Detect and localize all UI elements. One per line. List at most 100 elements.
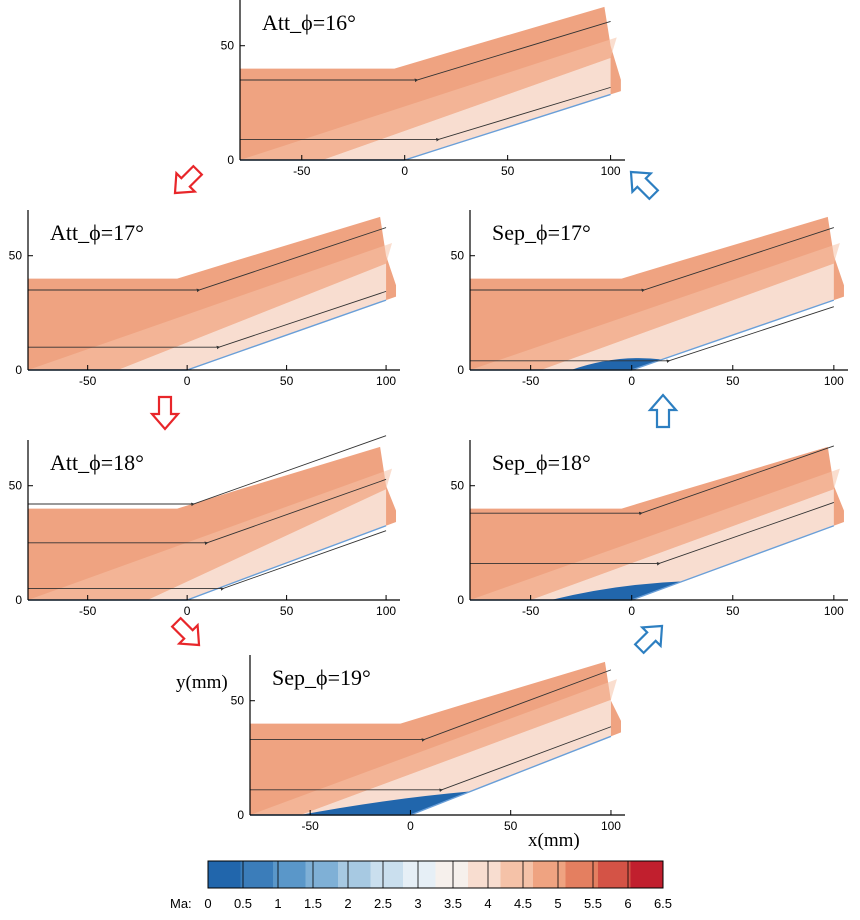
x-tick-label: 100 [824,374,844,388]
colorbar-tick-label: 4.5 [514,896,532,911]
x-tick-label: 50 [726,374,740,388]
y-tick-label: 50 [451,479,465,493]
x-axis-label: x(mm) [528,830,580,851]
panels-layer: -50 0 50 100 0 50 Att_ϕ=16° -50 0 50 100 0 50 Att_ϕ=1… [9,0,848,833]
y-tick-label: 50 [221,39,235,53]
colorbar-swatch [500,861,534,888]
freestream-region [470,446,844,600]
panel-2: -50 0 50 100 0 50 Att_ϕ=17° [9,210,400,388]
colorbar-tick-label: 2.5 [374,896,392,911]
post-shock-region [540,263,834,370]
streamline-1 [250,669,612,742]
transition-arrows [149,164,679,655]
shock-layer [470,468,840,600]
streamline-2 [470,306,834,363]
freestream-region [28,446,397,600]
colorbar-tick-label: 6 [624,896,631,911]
y-tick-label: 50 [451,249,465,263]
freestream-region [240,6,621,160]
colorbar-tick-label: 0 [204,896,211,911]
x-tick-label: 100 [824,604,844,618]
panel-title: Sep_ϕ=17° [492,220,591,245]
panel-1: -50 0 50 100 0 50 Att_ϕ=16° [221,0,625,178]
panel-title: Att_ϕ=18° [50,450,144,475]
colorbar: Ma: 0 0.5 1 1.5 2 2.5 3 3.5 4 4.5 5 5.5 6 6.5 [170,860,672,911]
colorbar-tick-label: 2 [344,896,351,911]
y-tick-label: 0 [15,363,22,377]
y-tick-label: 0 [457,593,464,607]
post-shock-region [147,489,387,600]
y-tick-label: 0 [237,808,244,822]
x-tick-label: -50 [293,164,311,178]
streamline-1 [240,21,611,83]
streamline-1 [470,227,834,293]
x-tick-label: -50 [522,374,540,388]
colorbar-swatch [273,861,306,888]
x-tick-label: 0 [184,374,191,388]
colorbar-frame [207,860,664,889]
colorbar-tick-label: 6.5 [654,896,672,911]
streamline-1 [28,435,387,507]
colorbar-tick-label: 3 [414,896,421,911]
panel-4: -50 0 50 100 0 50 Att_ϕ=18° [9,435,400,618]
transition-arrow [149,395,181,431]
x-tick-label: 0 [184,604,191,618]
transition-arrow [633,624,664,655]
panel-5: -50 0 50 100 0 50 Sep_ϕ=18° [451,440,848,618]
x-tick-label: 50 [280,604,294,618]
post-shock-region [322,57,611,161]
streamline-3 [28,530,387,591]
colorbar-swatch [403,861,436,888]
x-tick-label: -50 [301,819,319,833]
x-tick-label: 0 [401,164,408,178]
separation-bubble [550,581,683,600]
separation-bubble [300,791,471,815]
y-tick-label: 0 [457,363,464,377]
panel-title: Att_ϕ=17° [50,220,144,245]
x-tick-label: 0 [628,374,635,388]
colorbar-swatch [468,861,501,888]
colorbar-swatch [565,861,599,888]
shock-layer [240,37,617,161]
streamline-2 [28,478,387,546]
y-tick-label: 50 [9,249,23,263]
panel-title: Sep_ϕ=18° [492,450,591,475]
streamline-2 [240,86,611,142]
panel-6: -50 0 50 100 0 50 Sep_ϕ=19° [231,655,625,833]
colorbar-swatch [240,861,274,888]
colorbar-tick-label: 5.5 [584,896,602,911]
streamline-2 [250,726,612,793]
panel-title: Att_ϕ=16° [262,10,356,35]
colorbar-swatch [208,861,241,888]
x-tick-label: -50 [522,604,540,618]
transition-arrow [647,393,679,429]
y-tick-label: 50 [9,479,23,493]
colorbar-tick-label: 5 [554,896,561,911]
colorbar-swatch [598,861,631,888]
colorbar-tick-label: 0.5 [234,896,252,911]
x-tick-label: 50 [504,819,518,833]
colorbar-swatch [305,861,339,888]
x-tick-label: 50 [726,604,740,618]
transition-arrow [173,164,204,195]
x-tick-label: 50 [501,164,515,178]
transition-arrow [629,170,660,201]
post-shock-region [117,263,387,370]
freestream-region [250,661,621,815]
colorbar-label: Ma: [170,896,192,911]
x-tick-label: -50 [79,604,97,618]
shock-layer [470,242,840,370]
x-tick-label: 100 [601,819,621,833]
colorbar-swatch [370,861,404,888]
streamline-1 [470,445,834,516]
y-tick-label: 0 [15,593,22,607]
streamline-2 [28,290,387,350]
x-tick-label: 0 [407,819,414,833]
colorbar-swatch [435,861,469,888]
y-axis-label: y(mm) [176,672,228,693]
colorbar-tick-label: 1 [274,896,281,911]
panel-title: Sep_ϕ=19° [272,665,371,690]
colorbar-tick-label: 3.5 [444,896,462,911]
colorbar-swatch [338,861,371,888]
